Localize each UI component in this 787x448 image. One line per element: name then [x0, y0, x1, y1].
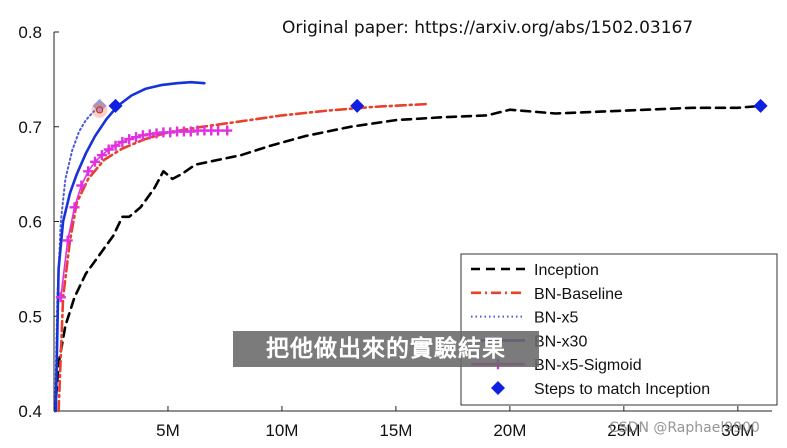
legend-box: [460, 253, 778, 406]
legend-label: BN-x30: [534, 333, 587, 350]
diamond-marker: [350, 98, 365, 113]
caption-text: 把他做出來的實驗結果: [266, 336, 506, 362]
plus-marker: [103, 144, 114, 155]
highlight-ring: [95, 106, 104, 114]
plus-marker: [90, 156, 101, 167]
plus-marker: [110, 140, 121, 151]
source-note: Original paper: https://arxiv.org/abs/15…: [282, 18, 693, 38]
plus-marker: [131, 132, 142, 143]
caption-overlay: [233, 331, 539, 367]
x-tick-label: 30M: [721, 421, 754, 440]
plus-marker: [76, 180, 87, 191]
x-tick-label: 5M: [156, 421, 180, 440]
series-line-inception: [53, 104, 762, 413]
watermark: CSDN @Raphael9900: [609, 420, 760, 436]
series-line-bn-x5: [54, 104, 101, 412]
legend-label: BN-x5-Sigmoid: [534, 357, 642, 374]
y-tick-label: 0.4: [18, 402, 42, 421]
plus-marker: [222, 125, 233, 136]
diamond-marker: [108, 98, 123, 113]
plus-marker: [62, 235, 73, 246]
plus-marker: [213, 125, 224, 136]
x-tick-label: 10M: [265, 421, 298, 440]
y-tick-label: 0.8: [18, 23, 42, 42]
chart-legend: Inception BN-Baseline BN-x5 BN-x30 BN-x5-Sig…: [460, 253, 778, 406]
chart-axes: 0.4 0.5 0.6 0.7 0.8 5M 10M 15M 20M 25M 30M: [18, 23, 772, 440]
plus-marker: [124, 134, 135, 145]
series-line-bn-x30: [54, 80, 206, 413]
chart-series: [53, 80, 762, 413]
x-tick-label: 25M: [607, 421, 640, 440]
plus-marker: [117, 136, 128, 147]
x-tick-label: 15M: [379, 421, 412, 440]
diamond-marker: [753, 98, 768, 113]
series-line-bn-baseline: [57, 102, 430, 413]
y-tick-label: 0.5: [18, 307, 42, 326]
legend-diamond: [491, 381, 505, 395]
step-markers: [91, 98, 768, 118]
x-tick-label: 20M: [493, 421, 526, 440]
legend-label: BN-Baseline: [534, 286, 623, 303]
highlight-glow: [91, 101, 108, 118]
y-tick-label: 0.6: [18, 213, 42, 232]
legend-label: Steps to match Inception: [534, 381, 710, 398]
plus-marker: [83, 166, 94, 177]
plus-marker: [96, 150, 107, 161]
plus-marker: [55, 292, 66, 303]
plus-marker: [69, 202, 80, 213]
y-tick-label: 0.7: [18, 118, 42, 137]
legend-label: BN-x5: [534, 310, 579, 327]
legend-label: Inception: [534, 262, 599, 279]
